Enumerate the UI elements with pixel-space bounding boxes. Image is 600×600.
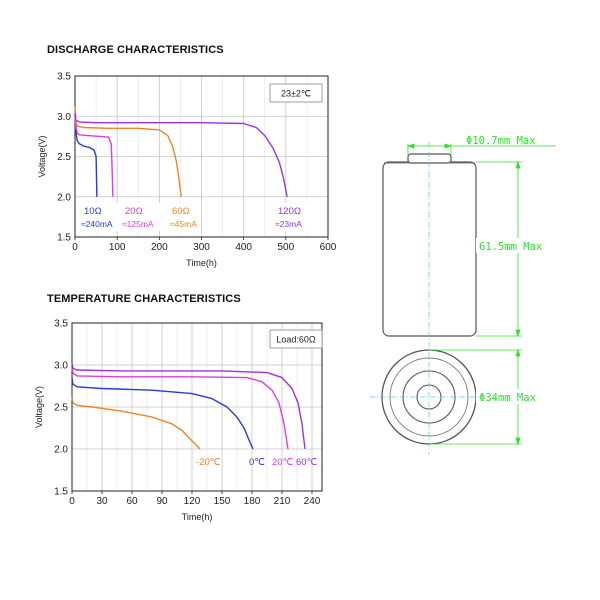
diameter-label: Φ34mm Max	[479, 392, 536, 404]
x-tick-label: 300	[193, 242, 210, 253]
y-tick-label: 3.5	[54, 319, 68, 330]
x-tick-label: 240	[304, 496, 321, 507]
y-axis-label: Voltage(V)	[37, 135, 47, 177]
discharge-chart: 0 100 200 300 400 500 600 1.5 2.0 2.5 3.0 3.5 Volta…	[37, 72, 337, 269]
series-line-3	[74, 112, 288, 197]
x-tick-label: 30	[96, 496, 108, 507]
series-label-60c: 60℃	[296, 457, 318, 468]
x-tick-label: 60	[126, 496, 138, 507]
series-line-0	[74, 114, 98, 197]
x-tick-label: 500	[277, 242, 294, 253]
series-annotations: 10Ω ≈240mA 20Ω ≈125mA 60Ω ≈45mA 120Ω ≈23…	[78, 203, 319, 231]
x-tick-label: 120	[184, 496, 201, 507]
battery-side-view	[382, 153, 477, 337]
series-label-120ohm: 120Ω	[278, 206, 301, 217]
center-lines	[370, 142, 490, 455]
x-tick-label: 210	[274, 496, 291, 507]
series-annotations: -20℃ 0℃ 20℃ 60℃	[196, 457, 318, 468]
series-line-1	[74, 109, 114, 197]
condition-label: 23±2℃	[281, 89, 311, 99]
y-tick-label: 3.5	[57, 72, 71, 83]
series-line-1	[71, 377, 254, 450]
tick-labels: 0 100 200 300 400 500 600 1.5 2.0 2.5 3.0 3.5	[57, 72, 337, 254]
series-sub-20ohm: ≈125mA	[122, 219, 154, 229]
discharge-chart-title: DISCHARGE CHARACTERISTICS	[47, 44, 224, 56]
x-tick-label: 0	[72, 242, 78, 253]
x-tick-label: 0	[69, 496, 75, 507]
series-label-10ohm: 10Ω	[84, 206, 102, 217]
top-diameter-label: Φ10.7mm Max	[466, 135, 536, 147]
series-label-20c: 20℃	[272, 457, 294, 468]
y-tick-label: 2.0	[57, 192, 71, 203]
x-tick-label: 150	[214, 496, 231, 507]
x-tick-label: 200	[151, 242, 168, 253]
x-axis-label: Time(h)	[186, 258, 217, 268]
y-tick-label: 3.0	[57, 112, 71, 123]
x-tick-label: 100	[109, 242, 126, 253]
y-tick-label: 3.0	[54, 361, 68, 372]
series-label-60ohm: 60Ω	[172, 206, 190, 217]
x-tick-label: 180	[244, 496, 261, 507]
temperature-chart: 0 30 60 90 120 150 180 210 240 1.5 2.0 2.5 3.0 3.5 Vo…	[34, 319, 323, 522]
battery-drawing: Φ10.7mm Max 61.5mm Max Φ34mm Max	[370, 135, 556, 455]
condition-label: Load:60Ω	[276, 335, 316, 345]
series-label-minus20c: -20℃	[196, 457, 221, 468]
condition-box: Load:60Ω	[269, 329, 323, 349]
tick-labels: 0 30 60 90 120 150 180 210 240 1.5 2.0 2.5 3.0 3.5	[54, 319, 321, 508]
series-line-2	[71, 366, 289, 450]
y-tick-label: 1.5	[54, 487, 68, 498]
height-label: 61.5mm Max	[479, 241, 542, 253]
series-sub-10ohm: ≈240mA	[81, 219, 113, 229]
series-sub-120ohm: ≈23mA	[275, 219, 302, 229]
y-tick-label: 2.5	[57, 152, 71, 163]
plot-frame	[71, 322, 323, 492]
y-axis-label: Voltage(V)	[34, 386, 44, 428]
condition-box: 23±2℃	[269, 83, 323, 103]
series-line-0	[71, 396, 201, 450]
y-tick-label: 1.5	[57, 233, 71, 244]
series-line-2	[74, 106, 182, 197]
x-axis-label: Time(h)	[182, 512, 213, 522]
y-tick-label: 2.0	[54, 445, 68, 456]
series-lines	[71, 363, 306, 450]
temperature-chart-title: TEMPERATURE CHARACTERISTICS	[47, 293, 241, 305]
x-tick-label: 600	[320, 242, 337, 253]
series-lines	[74, 106, 288, 197]
series-label-0c: 0℃	[249, 457, 265, 468]
y-tick-label: 2.5	[54, 403, 68, 414]
series-line-3	[71, 363, 306, 450]
series-sub-60ohm: ≈45mA	[170, 219, 197, 229]
dimension-labels: Φ10.7mm Max 61.5mm Max Φ34mm Max	[466, 135, 554, 404]
series-label-20ohm: 20Ω	[125, 206, 143, 217]
x-tick-label: 400	[235, 242, 252, 253]
x-tick-label: 90	[156, 496, 168, 507]
